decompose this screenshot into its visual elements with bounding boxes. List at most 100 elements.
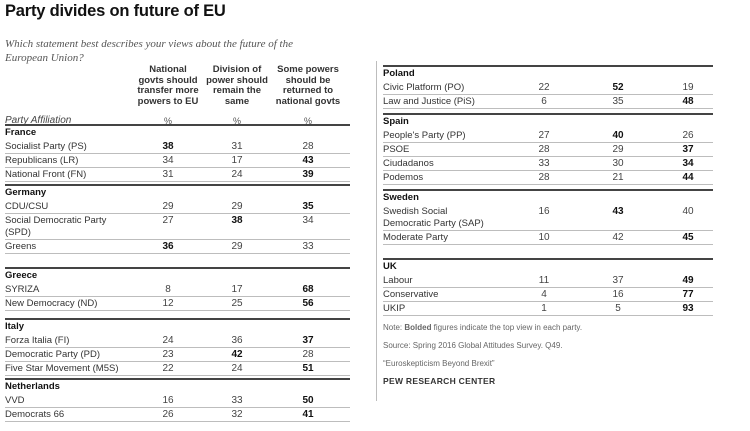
value-cell: 27 [162, 215, 174, 226]
value-cell: 35 [302, 201, 314, 212]
column-header-transfer: National govts should transfer more powe… [137, 64, 199, 107]
value-cell: 28 [302, 141, 314, 152]
party-name: Socialist Party (PS) [5, 141, 87, 152]
row-divider [383, 170, 713, 171]
party-name: Labour [383, 275, 413, 286]
row-divider [383, 315, 713, 316]
value-cell: 36 [162, 241, 174, 252]
chart-title: Party divides on future of EU [5, 2, 226, 20]
section-rule [383, 189, 713, 191]
value-cell: 38 [162, 141, 174, 152]
country-heading: Germany [5, 187, 47, 198]
value-cell: 56 [302, 298, 314, 309]
value-cell: 42 [612, 232, 624, 243]
row-divider [5, 181, 350, 182]
value-cell: 34 [162, 155, 174, 166]
value-cell: 51 [302, 363, 314, 374]
party-name: New Democracy (ND) [5, 298, 98, 309]
party-name: Conservative [383, 289, 439, 300]
source-note: Source: Spring 2016 Global Attitudes Sur… [383, 341, 563, 350]
value-cell: 12 [162, 298, 174, 309]
section-rule [5, 124, 350, 126]
party-name: Swedish Social Democratic Party (SAP) [383, 206, 484, 229]
party-name: Republicans (LR) [5, 155, 79, 166]
row-divider [5, 421, 350, 422]
value-cell: 49 [682, 275, 694, 286]
party-name: Democrats 66 [5, 409, 65, 420]
value-cell: 22 [162, 363, 174, 374]
value-cell: 10 [538, 232, 550, 243]
country-heading: Poland [383, 68, 415, 79]
value-cell: 27 [538, 130, 550, 141]
value-cell: 29 [162, 201, 174, 212]
value-cell: 29 [231, 241, 243, 252]
section-rule [5, 378, 350, 380]
party-name: CDU/CSU [5, 201, 49, 212]
value-cell: 24 [231, 169, 243, 180]
party-name: Law and Justice (PiS) [383, 96, 475, 107]
party-name: Podemos [383, 172, 424, 183]
value-cell: 16 [612, 289, 624, 300]
value-cell: 29 [612, 144, 624, 155]
value-cell: 37 [612, 275, 624, 286]
row-divider [5, 361, 350, 362]
value-cell: 77 [682, 289, 694, 300]
subtitle-line: European Union? [5, 52, 84, 64]
party-name: Moderate Party [383, 232, 448, 243]
value-cell: 36 [231, 335, 243, 346]
party-name: SYRIZA [5, 284, 40, 295]
value-cell: 41 [302, 409, 314, 420]
value-cell: 22 [538, 82, 550, 93]
value-cell: 26 [162, 409, 174, 420]
country-heading: Sweden [383, 192, 419, 203]
footnote: Note: Bolded figures indicate the top vi… [383, 323, 583, 332]
row-divider [5, 375, 350, 376]
value-cell: 34 [302, 215, 314, 226]
party-name: Greens [5, 241, 37, 252]
row-divider [5, 213, 350, 214]
party-name: People's Party (PP) [383, 130, 466, 141]
value-cell: 33 [538, 158, 550, 169]
value-cell: 48 [682, 96, 694, 107]
country-heading: Italy [5, 321, 25, 332]
row-divider [5, 167, 350, 168]
row-divider [383, 108, 713, 109]
section-rule [5, 184, 350, 186]
value-cell: 30 [612, 158, 624, 169]
section-rule [5, 318, 350, 320]
value-cell: 28 [538, 144, 550, 155]
party-name: Social Democratic Party (SPD) [5, 215, 107, 238]
party-name: PSOE [383, 144, 410, 155]
party-name: Forza Italia (FI) [5, 335, 70, 346]
value-cell: 23 [162, 349, 174, 360]
value-cell: 33 [302, 241, 314, 252]
value-cell: 37 [682, 144, 694, 155]
value-cell: 40 [612, 130, 624, 141]
row-divider [383, 230, 713, 231]
value-cell: 24 [231, 363, 243, 374]
value-cell: 19 [682, 82, 694, 93]
value-cell: 17 [231, 284, 243, 295]
value-cell: 37 [302, 335, 314, 346]
row-divider [383, 287, 713, 288]
party-name: UKIP [383, 303, 406, 314]
value-cell: 1 [541, 303, 547, 314]
row-divider [5, 407, 350, 408]
value-cell: 6 [541, 96, 547, 107]
value-cell: 43 [302, 155, 314, 166]
value-cell: 16 [162, 395, 174, 406]
value-cell: 32 [231, 409, 243, 420]
value-cell: 4 [541, 289, 547, 300]
row-divider [383, 301, 713, 302]
value-cell: 93 [682, 303, 694, 314]
percent-label: % [303, 116, 312, 126]
section-rule [383, 258, 713, 260]
section-rule [383, 113, 713, 115]
row-divider [5, 253, 350, 254]
party-name: Five Star Movement (M5S) [5, 363, 119, 374]
value-cell: 28 [302, 349, 314, 360]
value-cell: 31 [162, 169, 174, 180]
party-name: Ciudadanos [383, 158, 434, 169]
subtitle-line: Which statement best describes your view… [5, 38, 293, 50]
party-name: VVD [5, 395, 25, 406]
